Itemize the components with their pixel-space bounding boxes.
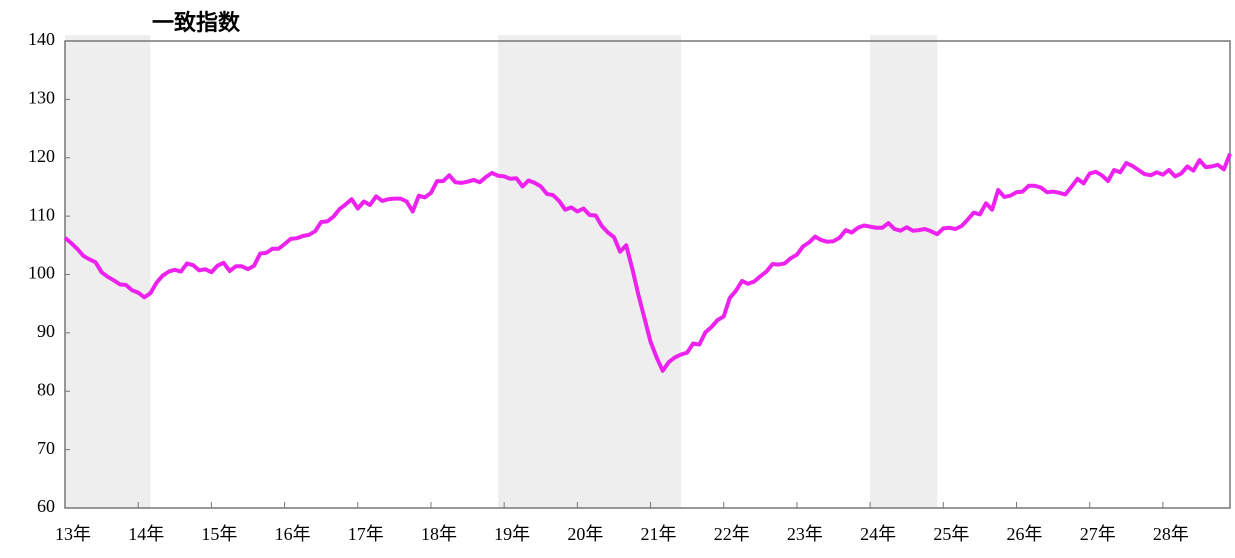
x-tick-label: 26年 xyxy=(1007,524,1043,544)
y-tick-label: 70 xyxy=(37,438,55,458)
x-tick-label: 18年 xyxy=(421,524,457,544)
x-tick-label: 17年 xyxy=(348,524,384,544)
x-tick-label: 23年 xyxy=(787,524,823,544)
y-tick-label: 60 xyxy=(37,496,55,516)
y-tick-label: 90 xyxy=(37,321,55,341)
x-tick-label: 15年 xyxy=(201,524,237,544)
x-tick-label: 25年 xyxy=(933,524,969,544)
x-tick-label: 27年 xyxy=(1080,524,1116,544)
shaded-period xyxy=(870,35,938,508)
x-tick-label: 14年 xyxy=(128,524,164,544)
x-tick-label: 21年 xyxy=(641,524,677,544)
x-tick-label: 16年 xyxy=(275,524,311,544)
x-tick-label: 22年 xyxy=(714,524,750,544)
y-tick-label: 100 xyxy=(28,263,55,283)
x-tick-label: 19年 xyxy=(494,524,530,544)
shaded-period xyxy=(498,35,682,508)
y-tick-label: 130 xyxy=(28,88,55,108)
chart-title: 一致指数 xyxy=(152,10,241,36)
x-tick-label: 24年 xyxy=(860,524,896,544)
data-line xyxy=(63,152,1232,373)
y-tick-label: 80 xyxy=(37,379,55,399)
shaded-period xyxy=(65,35,151,508)
y-tick-label: 140 xyxy=(28,29,55,49)
y-tick-label: 110 xyxy=(29,204,55,224)
x-tick-label: 28年 xyxy=(1153,524,1189,544)
x-tick-label: 13年 xyxy=(55,524,91,544)
y-tick-label: 120 xyxy=(28,146,55,166)
x-tick-label: 20年 xyxy=(567,524,603,544)
